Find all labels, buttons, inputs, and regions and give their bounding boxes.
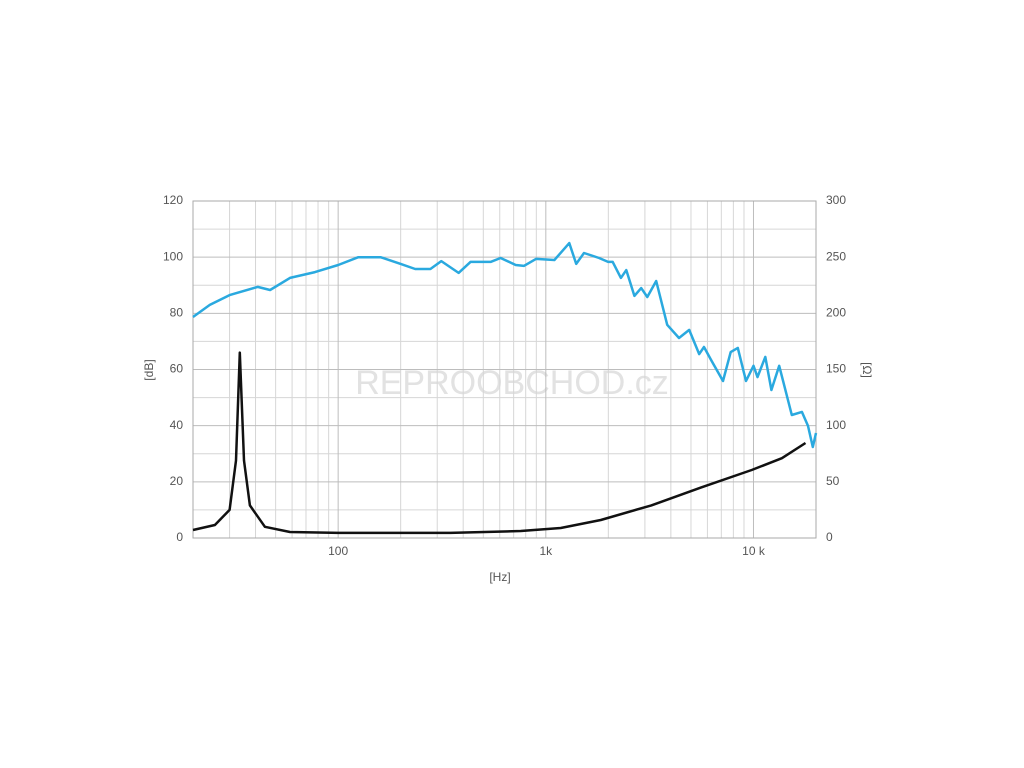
- x-tick-label: 1k: [539, 544, 553, 558]
- y-tick-label: 40: [170, 418, 184, 432]
- y2-tick-label: 50: [826, 474, 840, 488]
- plot-frame: [192, 200, 817, 539]
- y-tick-label: 120: [163, 193, 183, 207]
- watermark: REPROOBCHOD.cz: [355, 364, 669, 402]
- line-series: [192, 241, 818, 449]
- y-tick-label: 60: [170, 362, 184, 376]
- y2-tick-label: 300: [826, 193, 846, 207]
- y-tick-label: 100: [163, 249, 183, 263]
- y-axis-label: [dB]: [142, 359, 156, 380]
- y2-axis-label: [Ω]: [860, 362, 874, 378]
- y2-tick-label: 200: [826, 306, 846, 320]
- line-series: [192, 351, 807, 535]
- y2-tick-label: 150: [826, 362, 846, 376]
- y2-tick-label: 250: [826, 249, 846, 263]
- x-tick-label: 10 k: [742, 544, 766, 558]
- y-tick-label: 80: [170, 306, 184, 320]
- y-tick-label: 20: [170, 474, 184, 488]
- y-tick-label: 0: [176, 530, 183, 544]
- y2-tick-label: 100: [826, 418, 846, 432]
- x-axis-label: [Hz]: [489, 570, 510, 584]
- y2-tick-label: 0: [826, 530, 833, 544]
- x-tick-label: 100: [328, 544, 348, 558]
